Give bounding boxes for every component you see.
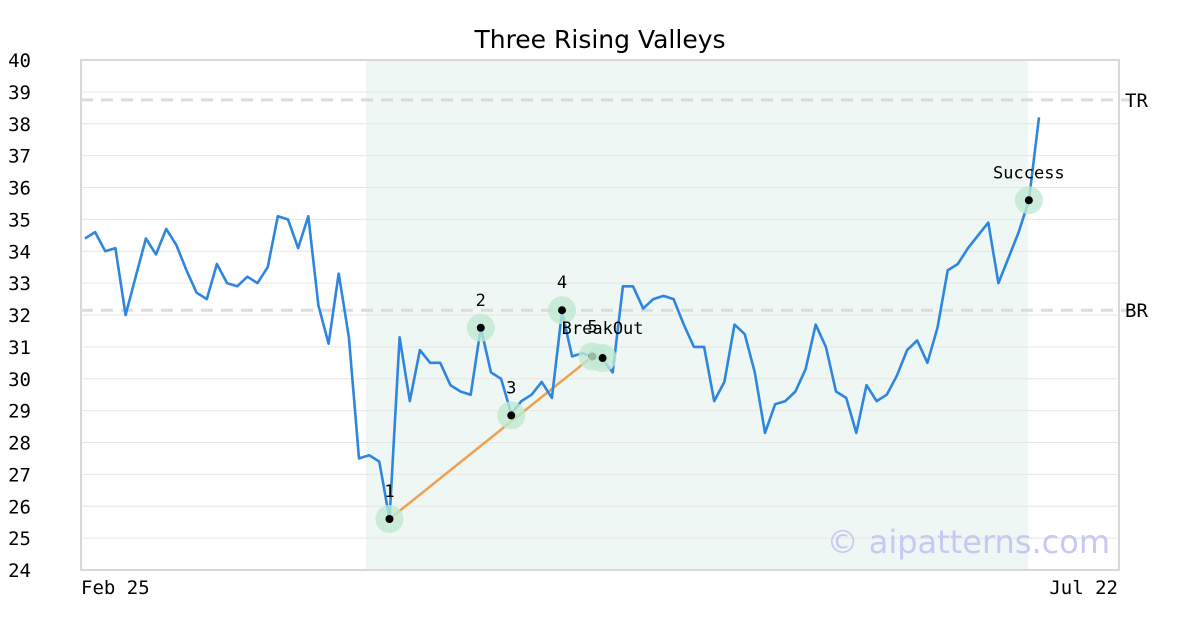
- x-tick-label-start: Feb 25: [81, 577, 150, 599]
- y-tick-label: 32: [8, 305, 31, 327]
- point-marker: [598, 354, 607, 363]
- plot-border: [80, 59, 1120, 571]
- y-tick-label: 24: [8, 560, 31, 582]
- point-marker: [385, 515, 394, 523]
- point-label: 2: [476, 291, 486, 311]
- y-tick-label: 35: [8, 209, 31, 231]
- y-tick-label: 30: [8, 369, 31, 391]
- x-tick-label-end: Jul 22: [1049, 577, 1118, 599]
- point-label: 4: [557, 273, 567, 293]
- point-marker: [476, 323, 485, 332]
- y-tick-label: 31: [8, 337, 31, 359]
- chart-title: Three Rising Valleys: [473, 25, 725, 54]
- y-tick-label: 36: [8, 178, 31, 200]
- y-tick-label: 38: [8, 114, 31, 136]
- plot-area: 2425262728293031323334353637383940TRBR12…: [8, 50, 1148, 582]
- y-tick-label: 26: [8, 496, 31, 518]
- point-marker: [1024, 196, 1033, 205]
- trend-line: [388, 355, 594, 520]
- y-tick-label: 27: [8, 464, 31, 486]
- level-label-tr: TR: [1125, 90, 1148, 112]
- y-tick-label: 40: [8, 50, 31, 72]
- point-label: 5: [587, 317, 597, 337]
- y-tick-label: 34: [8, 241, 31, 263]
- watermark: © aipatterns.com: [827, 523, 1110, 561]
- y-tick-label: 37: [8, 146, 31, 168]
- point-marker: [507, 411, 516, 420]
- y-tick-label: 28: [8, 433, 31, 455]
- point-label: 3: [506, 378, 516, 398]
- y-tick-label: 39: [8, 82, 31, 104]
- point-label: Success: [993, 163, 1065, 183]
- level-label-br: BR: [1125, 300, 1148, 322]
- y-tick-label: 25: [8, 528, 31, 550]
- point-label: 1: [384, 482, 394, 502]
- point-marker: [558, 306, 566, 315]
- y-tick-label: 33: [8, 273, 31, 295]
- y-tick-label: 29: [8, 401, 31, 423]
- point-label: BreakOut: [562, 319, 644, 339]
